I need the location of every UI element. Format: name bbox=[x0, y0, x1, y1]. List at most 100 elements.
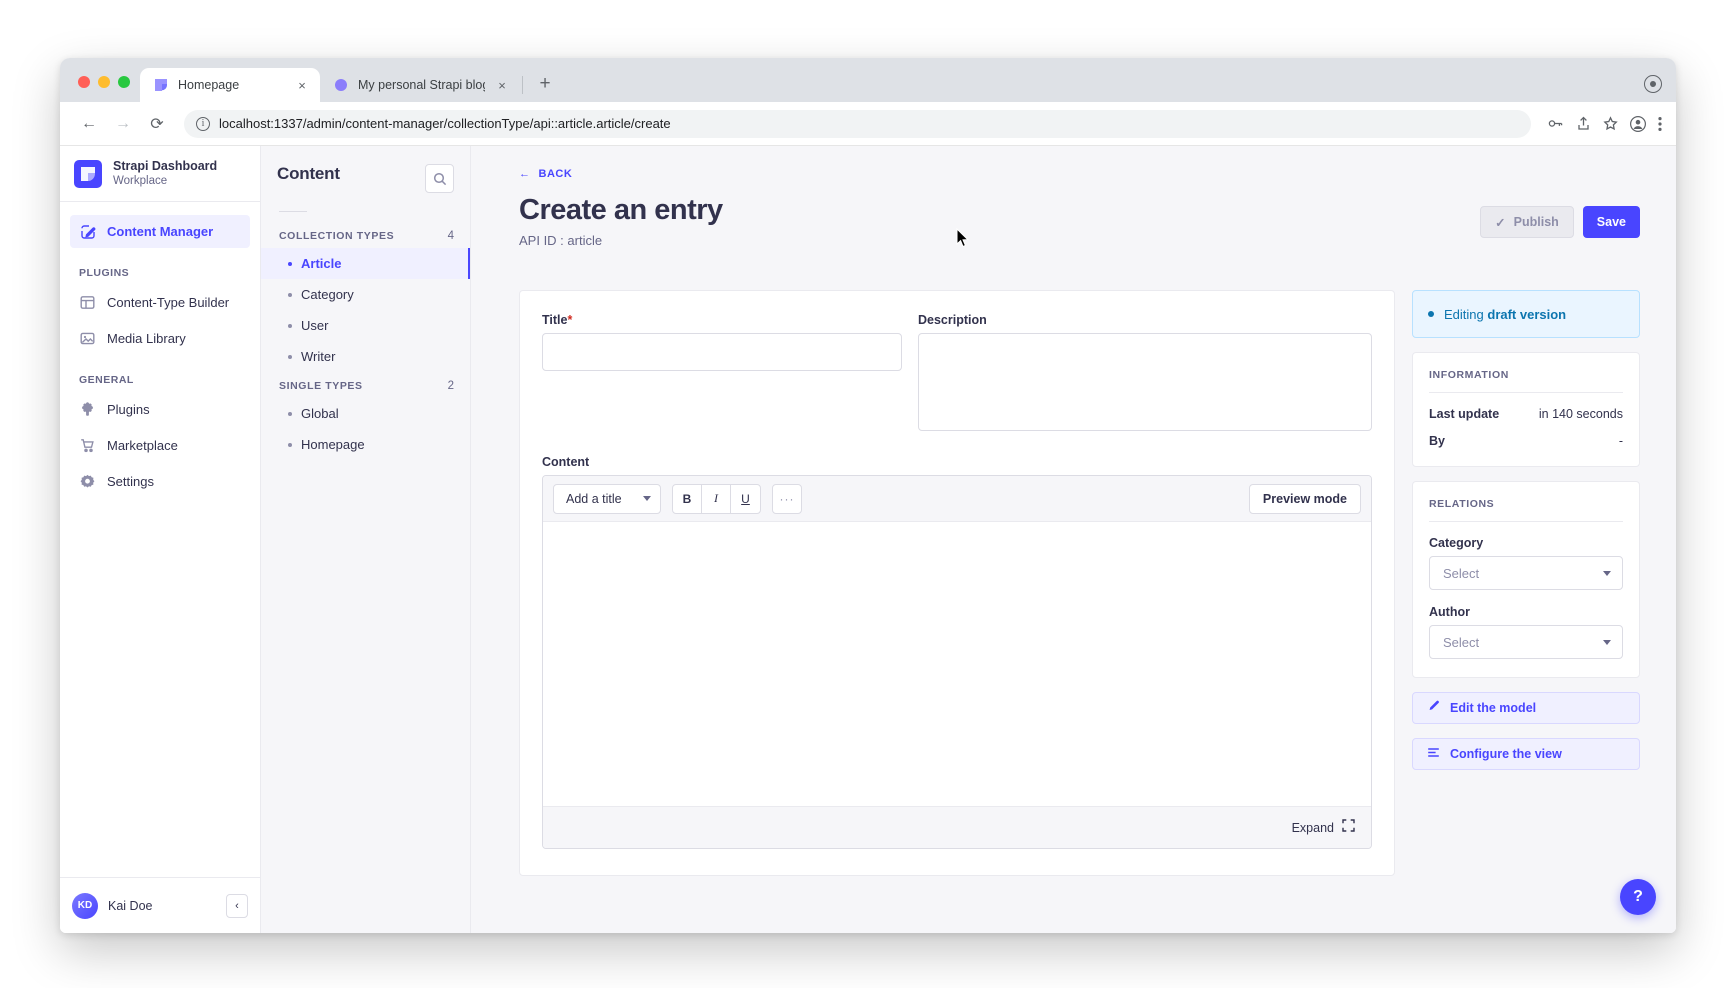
address-bar[interactable]: i localhost:1337/admin/content-manager/c… bbox=[184, 109, 1531, 138]
content-type-label: Category bbox=[301, 287, 354, 302]
information-value: in 140 seconds bbox=[1538, 407, 1623, 422]
page-header: Create an entry API ID : article ✓ Publi… bbox=[519, 194, 1640, 248]
content-type-item-user[interactable]: User bbox=[261, 310, 470, 341]
browser-tab-blog[interactable]: My personal Strapi blog | Strap × bbox=[320, 68, 520, 102]
back-button[interactable]: ← bbox=[81, 114, 97, 132]
configure-the-view-label: Configure the view bbox=[1450, 747, 1562, 762]
share-icon[interactable] bbox=[1576, 116, 1591, 131]
browser-window: Homepage × My personal Strapi blog | Str… bbox=[60, 58, 1676, 933]
collapse-sidebar-button[interactable]: ‹ bbox=[226, 893, 248, 918]
chevron-down-icon bbox=[1603, 570, 1611, 576]
content-type-label: User bbox=[301, 318, 329, 333]
content-type-item-homepage[interactable]: Homepage bbox=[261, 429, 470, 460]
category-select-value: Select bbox=[1443, 565, 1480, 581]
sidebar-item-plugins[interactable]: Plugins bbox=[70, 393, 250, 426]
back-link[interactable]: ← BACK bbox=[519, 168, 572, 180]
password-key-icon[interactable] bbox=[1547, 115, 1564, 132]
close-window-button[interactable] bbox=[78, 76, 90, 88]
browser-menu-icon[interactable] bbox=[1658, 116, 1662, 132]
sidebar-item-label: Settings bbox=[107, 474, 154, 489]
underline-button[interactable]: U bbox=[741, 491, 750, 506]
minimize-window-button[interactable] bbox=[98, 76, 110, 88]
content-field-group: Content Add a title B I bbox=[542, 455, 1372, 850]
search-icon[interactable] bbox=[425, 164, 454, 193]
text-format-group: B I U bbox=[672, 483, 761, 514]
sidebar-item-marketplace[interactable]: Marketplace bbox=[70, 429, 250, 462]
content-type-item-writer[interactable]: Writer bbox=[261, 341, 470, 372]
sidebar-item-settings[interactable]: Settings bbox=[70, 465, 250, 498]
content-type-item-category[interactable]: Category bbox=[261, 279, 470, 310]
heading-select[interactable]: Add a title bbox=[553, 483, 661, 514]
browser-toolbar: ← → ⟳ i localhost:1337/admin/content-man… bbox=[60, 102, 1676, 146]
bookmark-star-icon[interactable] bbox=[1603, 116, 1618, 131]
content-type-label: Writer bbox=[301, 349, 336, 364]
bullet-icon bbox=[288, 442, 292, 447]
strapi-logo-icon bbox=[74, 159, 102, 188]
editor-text-area[interactable] bbox=[543, 522, 1371, 807]
user-profile-row[interactable]: KD Kai Doe ‹ bbox=[60, 877, 260, 933]
group-label: SINGLE TYPES bbox=[279, 380, 363, 392]
sidebar-item-content-type-builder[interactable]: Content-Type Builder bbox=[70, 286, 250, 319]
status-dot-icon bbox=[1428, 311, 1434, 318]
content-type-item-global[interactable]: Global bbox=[261, 398, 470, 429]
purple-circle-icon bbox=[333, 77, 349, 93]
brand-subtitle: Workplace bbox=[113, 175, 168, 188]
title-input[interactable] bbox=[542, 333, 902, 372]
description-textarea[interactable] bbox=[918, 333, 1372, 432]
publish-button-label: Publish bbox=[1513, 215, 1559, 229]
bullet-icon bbox=[288, 411, 292, 416]
author-select[interactable]: Select bbox=[1429, 625, 1623, 660]
browser-tab-homepage[interactable]: Homepage × bbox=[140, 68, 320, 102]
more-options-button[interactable]: ··· bbox=[772, 483, 802, 514]
new-tab-button[interactable]: + bbox=[539, 73, 551, 94]
preview-mode-button[interactable]: Preview mode bbox=[1248, 483, 1361, 514]
save-button[interactable]: Save bbox=[1582, 206, 1640, 238]
sidebar-item-media-library[interactable]: Media Library bbox=[70, 322, 250, 355]
profile-avatar-icon[interactable] bbox=[1630, 115, 1646, 132]
configure-the-view-link[interactable]: Configure the view bbox=[1412, 738, 1640, 771]
edit-the-model-link[interactable]: Edit the model bbox=[1412, 692, 1640, 725]
brand-header[interactable]: Strapi Dashboard Workplace bbox=[60, 146, 260, 202]
description-field-group: Description bbox=[918, 313, 1372, 432]
group-label: COLLECTION TYPES bbox=[279, 230, 395, 242]
reload-button[interactable]: ⟳ bbox=[150, 115, 164, 133]
api-id-label: API ID : article bbox=[519, 233, 603, 249]
expand-icon[interactable] bbox=[1342, 819, 1355, 837]
site-info-icon[interactable]: i bbox=[196, 116, 210, 131]
content-type-item-article[interactable]: Article bbox=[261, 248, 470, 279]
information-card: INFORMATION Last update in 140 seconds B… bbox=[1412, 352, 1640, 468]
heading-select-value: Add a title bbox=[566, 491, 622, 506]
close-icon[interactable]: × bbox=[498, 77, 506, 93]
bold-button[interactable]: B bbox=[673, 484, 702, 513]
page-title: Create an entry bbox=[519, 194, 723, 226]
window-menu-icon[interactable] bbox=[1644, 75, 1662, 93]
maximize-window-button[interactable] bbox=[118, 76, 130, 88]
italic-button[interactable]: I bbox=[702, 484, 731, 513]
check-icon: ✓ bbox=[1495, 215, 1506, 230]
title-label: Title* bbox=[542, 313, 902, 327]
user-name: Kai Doe bbox=[108, 898, 153, 913]
category-select[interactable]: Select bbox=[1429, 556, 1623, 591]
group-header-single-types: SINGLE TYPES 2 bbox=[261, 372, 470, 398]
forward-button[interactable]: → bbox=[115, 114, 131, 132]
page-header-text: Create an entry API ID : article bbox=[519, 194, 723, 248]
draft-prefix: Editing bbox=[1444, 306, 1488, 322]
editor-footer: Expand bbox=[543, 806, 1371, 849]
back-link-label: BACK bbox=[538, 168, 573, 180]
tab-separator bbox=[522, 76, 523, 94]
pencil-square-icon bbox=[79, 223, 96, 240]
information-row: Last update in 140 seconds bbox=[1429, 407, 1623, 421]
subnav-title: Content bbox=[277, 164, 340, 183]
nav-section-plugins-label: PLUGINS bbox=[79, 267, 130, 279]
publish-button[interactable]: ✓ Publish bbox=[1480, 206, 1574, 238]
draft-status-text: Editing draft version bbox=[1444, 307, 1566, 322]
sliders-icon bbox=[1427, 746, 1440, 762]
draft-strong: draft version bbox=[1487, 306, 1567, 322]
close-icon[interactable]: × bbox=[298, 77, 306, 93]
sidebar-item-content-manager[interactable]: Content Manager bbox=[70, 215, 250, 248]
help-button[interactable]: ? bbox=[1620, 879, 1656, 915]
pencil-icon bbox=[1427, 700, 1440, 716]
puzzle-icon bbox=[79, 401, 96, 418]
category-label: Category bbox=[1429, 536, 1484, 551]
nav-section-general-label: GENERAL bbox=[79, 374, 134, 386]
